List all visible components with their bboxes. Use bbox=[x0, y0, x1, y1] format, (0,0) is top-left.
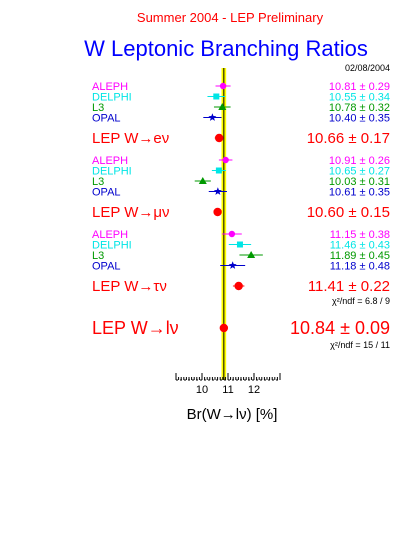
combined-label-0: LEP W→eν bbox=[92, 130, 169, 147]
x-tick-label-10: 10 bbox=[196, 384, 208, 396]
data-point-l3 bbox=[247, 251, 256, 258]
combined-label-1: LEP W→μν bbox=[92, 204, 170, 221]
experiment-label-opal: OPAL bbox=[92, 113, 121, 125]
experiment-label-aleph: ALEPH bbox=[92, 155, 128, 167]
experiment-value-opal: 10.61 ± 0.35 bbox=[329, 187, 390, 199]
experiment-label-opal: OPAL bbox=[92, 187, 121, 199]
combined-value-0: 10.66 ± 0.17 bbox=[307, 130, 390, 147]
x-tick-label-12: 12 bbox=[248, 384, 260, 396]
experiment-label-l3: L3 bbox=[92, 102, 104, 114]
combined-value-1: 10.60 ± 0.15 bbox=[307, 204, 390, 221]
experiment-label-delphi: DELPHI bbox=[92, 240, 132, 252]
chart-date: 02/08/2004 bbox=[345, 63, 390, 73]
plot-area: ALEPH 10.81 ± 0.29 DELPHI 10.55 ± 0.34 L3 10.… bbox=[92, 68, 390, 396]
experiment-label-aleph: ALEPH bbox=[92, 81, 128, 93]
experiment-value-delphi: 11.46 ± 0.43 bbox=[330, 240, 390, 252]
chart-supertitle: Summer 2004 - LEP Preliminary bbox=[137, 10, 324, 25]
data-point-l3 bbox=[198, 177, 207, 184]
data-point-aleph bbox=[222, 156, 229, 164]
experiment-label-delphi: DELPHI bbox=[92, 92, 132, 104]
experiment-value-l3: 11.89 ± 0.45 bbox=[330, 250, 390, 262]
data-point-delphi bbox=[213, 93, 220, 100]
data-point-aleph bbox=[228, 230, 236, 238]
overall-label: LEP W→lν bbox=[92, 318, 179, 338]
combined-value-2: 11.41 ± 0.22 bbox=[308, 278, 390, 295]
combined-point-0 bbox=[214, 133, 224, 143]
experiment-value-aleph: 10.81 ± 0.29 bbox=[329, 81, 390, 93]
x-axis-label: Br(W→lν) [%] bbox=[187, 406, 278, 423]
data-point-delphi bbox=[236, 241, 243, 248]
data-point-opal bbox=[213, 187, 222, 195]
experiment-label-opal: OPAL bbox=[92, 261, 121, 273]
experiment-value-delphi: 10.55 ± 0.34 bbox=[329, 92, 390, 104]
experiment-value-opal: 11.18 ± 0.48 bbox=[330, 261, 390, 273]
chi2-label-2: χ²/ndf = 6.8 / 9 bbox=[332, 296, 390, 306]
data-point-opal bbox=[208, 113, 217, 121]
experiment-label-l3: L3 bbox=[92, 176, 104, 188]
overall-point bbox=[219, 323, 229, 333]
experiment-value-aleph: 11.15 ± 0.38 bbox=[330, 229, 390, 241]
experiment-value-aleph: 10.91 ± 0.26 bbox=[329, 155, 390, 167]
combined-point-1 bbox=[213, 207, 222, 217]
x-tick-label-11: 11 bbox=[222, 384, 233, 396]
experiment-value-l3: 10.78 ± 0.32 bbox=[329, 102, 390, 114]
combined-label-2: LEP W→τν bbox=[92, 278, 167, 295]
combined-point-2 bbox=[234, 281, 243, 291]
data-point-aleph bbox=[219, 82, 227, 90]
experiment-value-delphi: 10.65 ± 0.27 bbox=[329, 166, 390, 178]
experiment-label-delphi: DELPHI bbox=[92, 166, 132, 178]
chart-title: W Leptonic Branching Ratios bbox=[84, 36, 368, 61]
data-point-delphi bbox=[215, 167, 222, 174]
experiment-label-aleph: ALEPH bbox=[92, 229, 128, 241]
overall-value: 10.84 ± 0.09 bbox=[290, 318, 390, 338]
experiment-value-opal: 10.40 ± 0.35 bbox=[329, 113, 390, 125]
data-point-opal bbox=[228, 261, 237, 269]
experiment-label-l3: L3 bbox=[92, 250, 104, 262]
data-point-l3 bbox=[218, 103, 227, 110]
experiment-value-l3: 10.03 ± 0.31 bbox=[329, 176, 390, 188]
overall-chi2: χ²/ndf = 15 / 11 bbox=[330, 340, 390, 350]
